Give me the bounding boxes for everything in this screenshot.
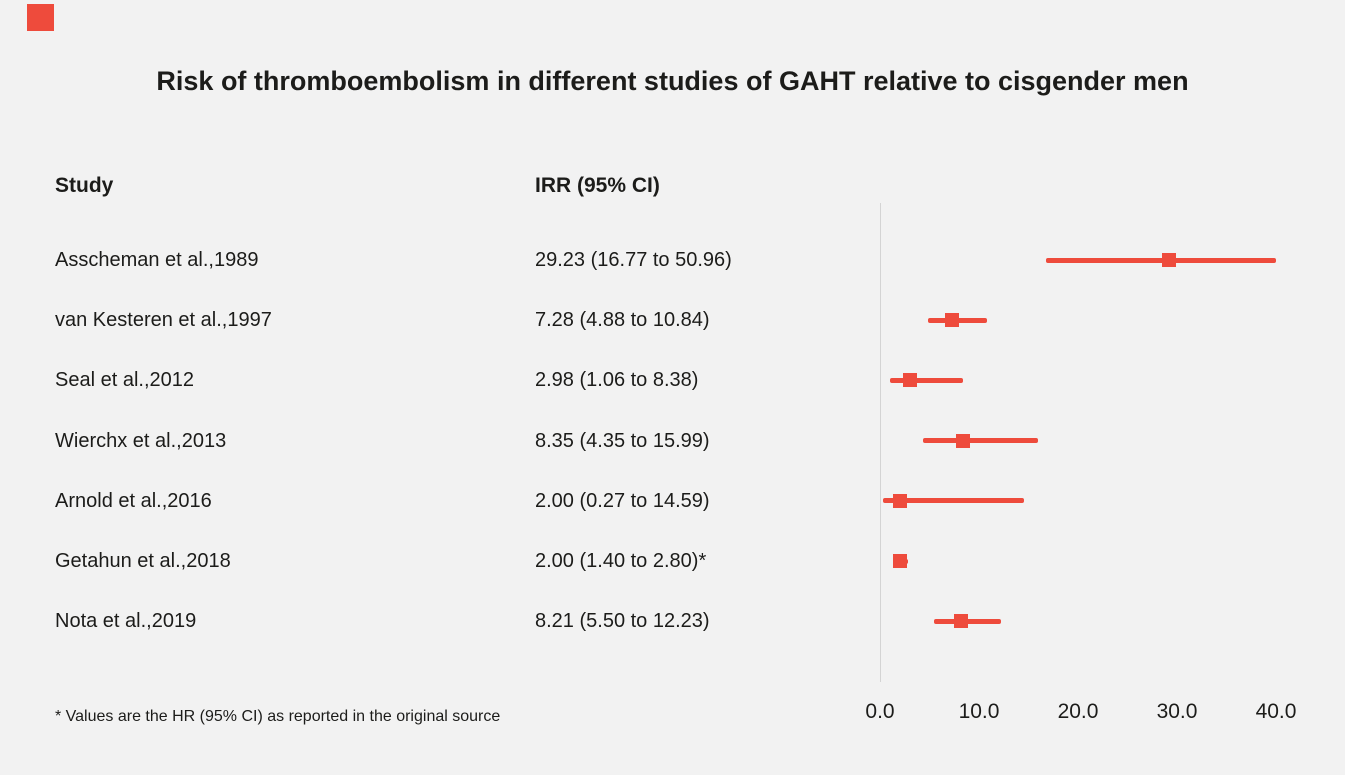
point-estimate-marker: [892, 554, 907, 568]
irr-value: 2.98 (1.06 to 8.38): [535, 369, 699, 392]
study-label: Nota et al.,2019: [55, 610, 197, 633]
x-tick-label: 40.0: [1255, 700, 1297, 723]
study-label: van Kesteren et al.,1997: [55, 309, 272, 332]
irr-value: 8.35 (4.35 to 15.99): [535, 429, 710, 452]
ci-line: [882, 498, 1025, 504]
study-label: Seal et al.,2012: [55, 369, 194, 392]
study-label: Asscheman et al.,1989: [55, 249, 259, 271]
study-label: Getahun et al.,2018: [55, 550, 231, 572]
irr-value: 8.21 (5.50 to 12.23): [535, 610, 710, 633]
footnote: * Values are the HR (95% CI) as reported…: [55, 708, 501, 725]
x-tick-label: 30.0: [1156, 700, 1198, 723]
x-tick-label: 0.0: [865, 700, 895, 723]
irr-value: 2.00 (0.27 to 14.59): [535, 489, 710, 512]
point-estimate-marker: [945, 313, 960, 328]
x-tick-label: 10.0: [958, 700, 1000, 723]
ci-line: [890, 377, 963, 383]
x-tick-label: 20.0: [1057, 700, 1099, 723]
study-label: Arnold et al.,2016: [55, 489, 212, 512]
irr-value: 29.23 (16.77 to 50.96): [535, 249, 732, 271]
ci-line: [1046, 257, 1276, 263]
irr-value: 2.00 (1.40 to 2.80)*: [535, 550, 707, 572]
point-estimate-marker: [1162, 253, 1177, 267]
ci-line: [923, 438, 1039, 444]
point-estimate-marker: [954, 614, 969, 629]
column-header-irr: IRR (95% CI): [535, 174, 660, 197]
y-axis-line: [880, 203, 881, 682]
column-header-study: Study: [55, 174, 114, 197]
study-label: Wierchx et al.,2013: [55, 429, 227, 452]
point-estimate-marker: [892, 493, 907, 508]
chart-title: Risk of thromboembolism in different stu…: [156, 66, 1189, 96]
point-estimate-marker: [902, 373, 917, 388]
brand-logo-square: [27, 4, 54, 31]
irr-value: 7.28 (4.88 to 10.84): [535, 309, 710, 332]
point-estimate-marker: [955, 433, 970, 448]
